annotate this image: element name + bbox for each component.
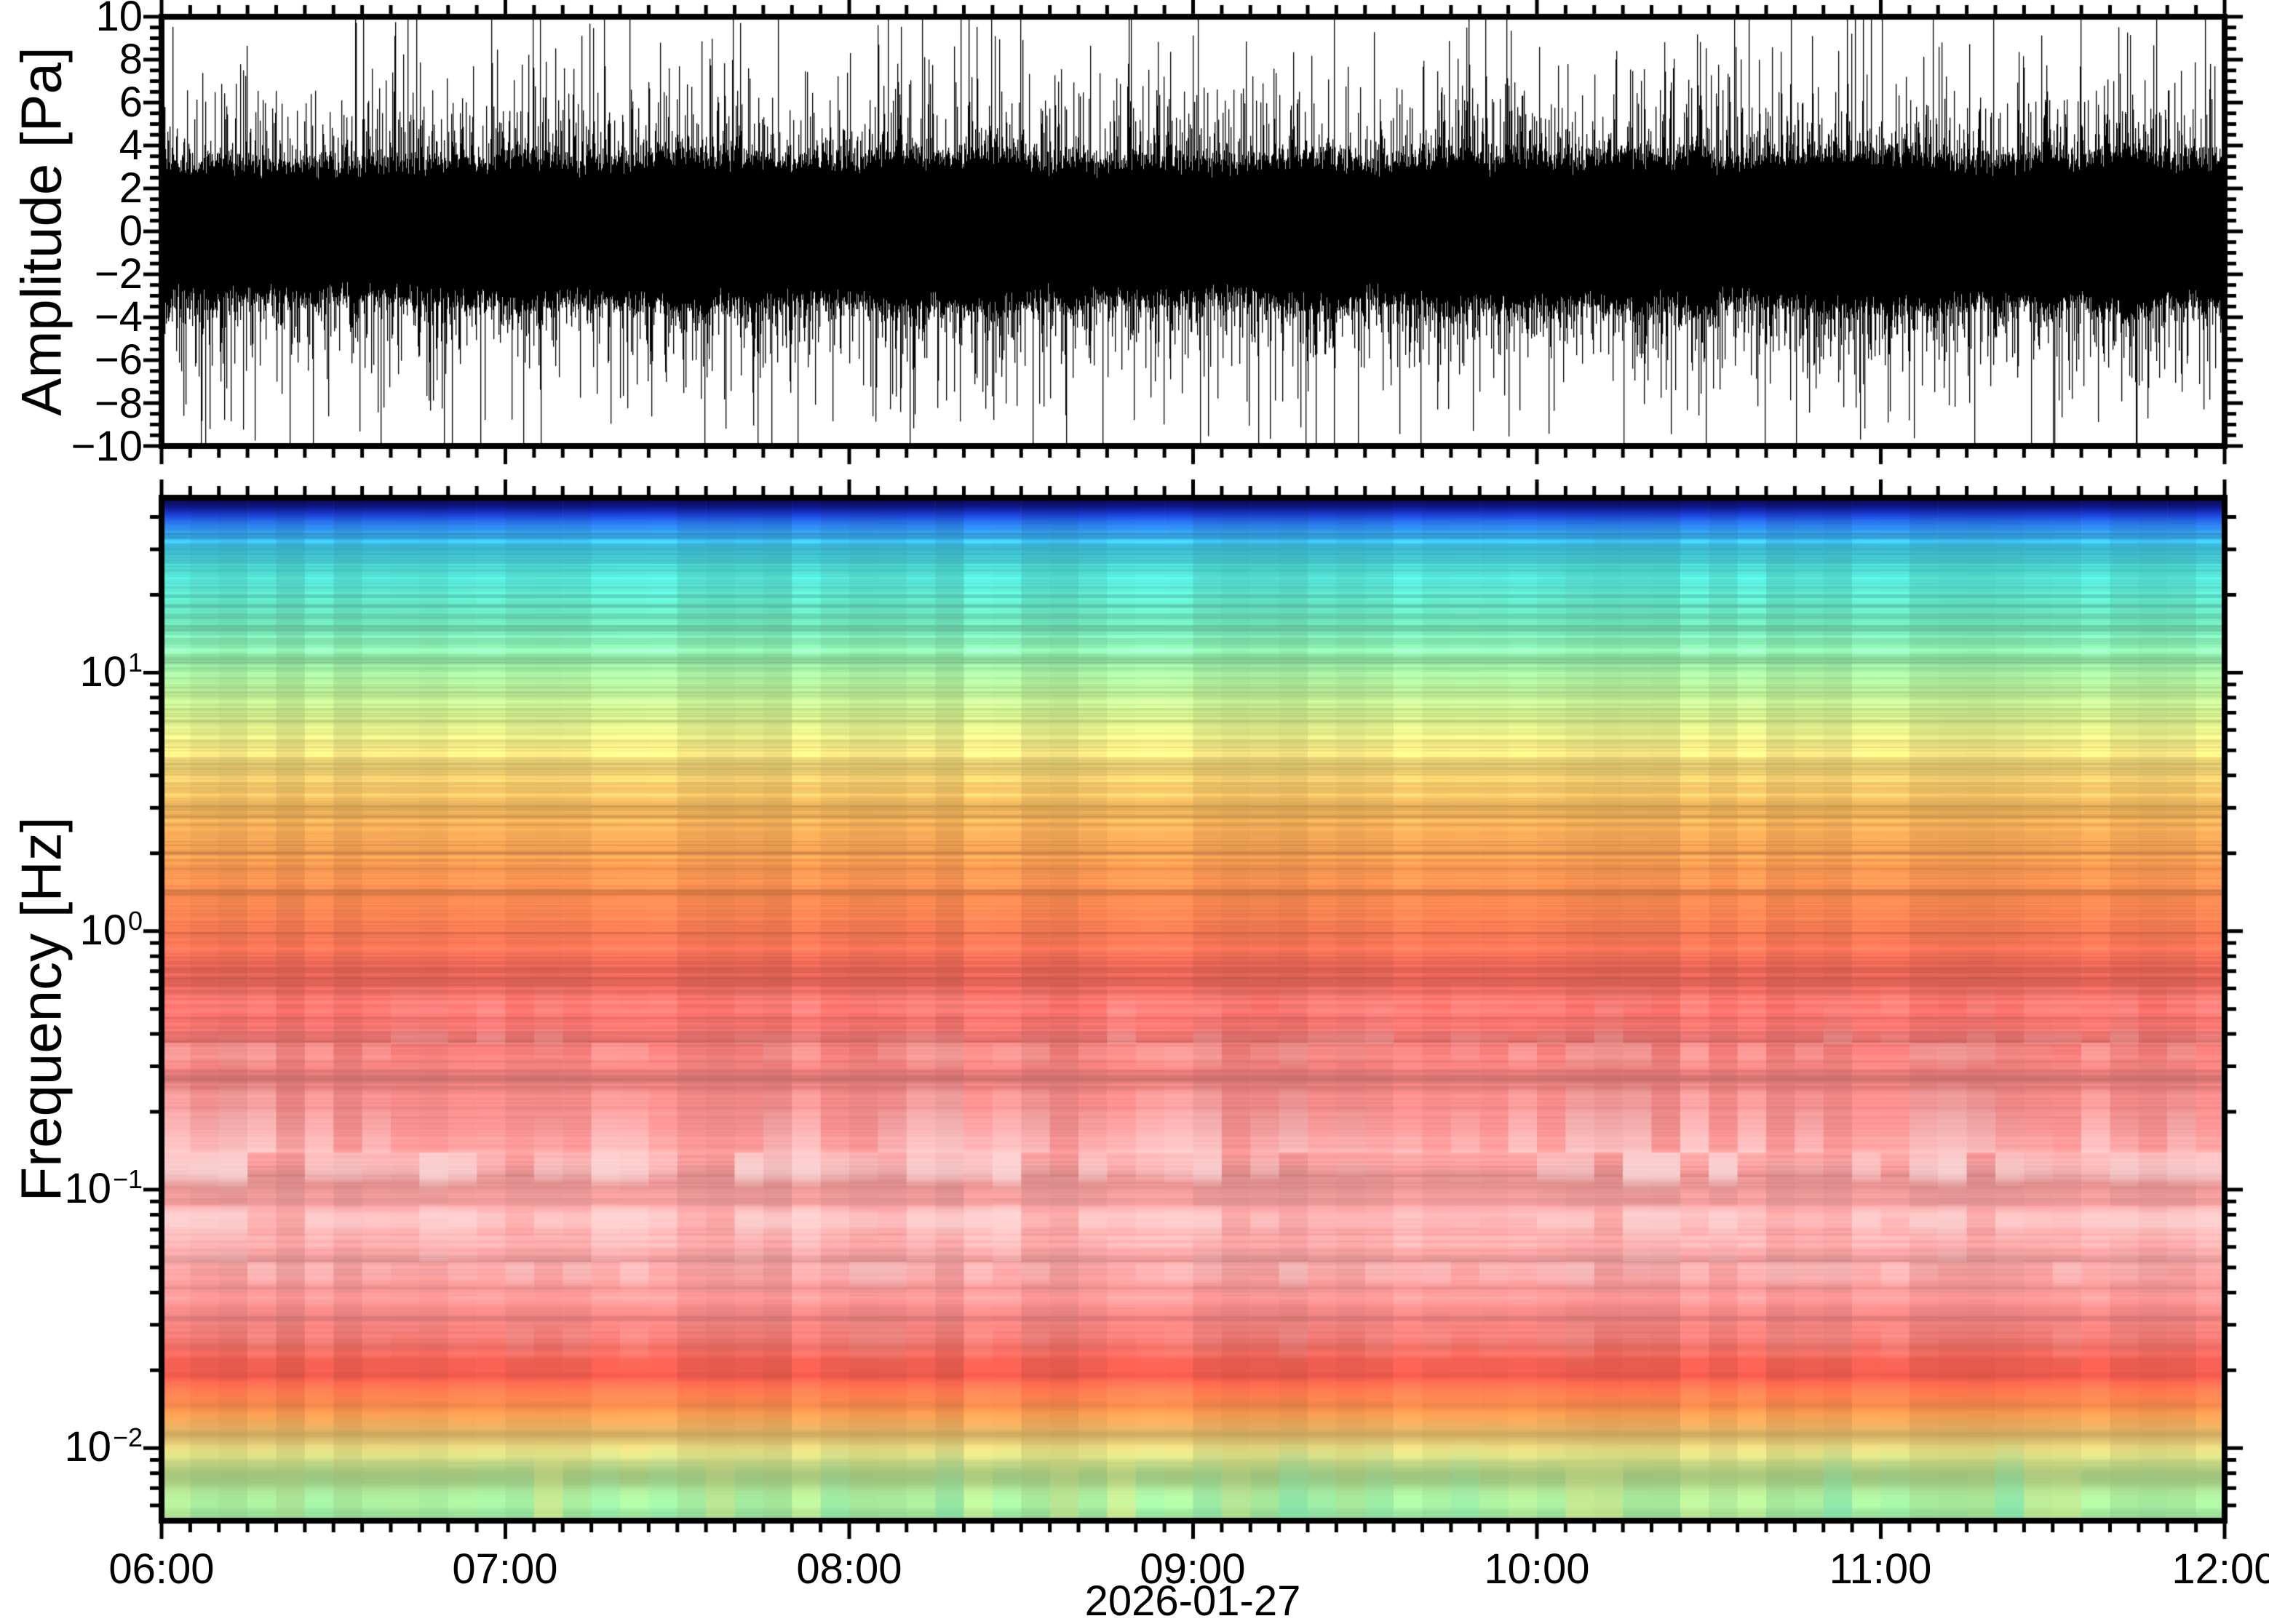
time-tick-label: 12:00: [2171, 1545, 2269, 1593]
time-tick-label: 10:00: [1484, 1545, 1590, 1593]
frequency-tick-label: 10−2: [0, 1423, 143, 1470]
amplitude-tick-label: −8: [94, 380, 143, 427]
amplitude-tick-label: 10: [95, 0, 143, 40]
frequency-tick-label: 10−1: [0, 1165, 143, 1212]
amplitude-tick-label: 6: [119, 79, 143, 126]
frequency-tick-label: 101: [0, 648, 143, 696]
amplitude-tick-label: −4: [94, 293, 143, 341]
spectrogram-y-axis-title: Frequency [Hz]: [9, 816, 73, 1202]
exponent: 1: [128, 648, 143, 678]
time-tick-label: 08:00: [796, 1545, 902, 1593]
exponent: −1: [113, 1164, 143, 1195]
exponent: 0: [128, 906, 143, 936]
amplitude-tick-label: 2: [119, 164, 143, 212]
time-tick-label: 07:00: [452, 1545, 558, 1593]
amplitude-tick-label: 8: [119, 36, 143, 83]
exponent: −2: [113, 1422, 143, 1453]
mantissa: 10: [64, 1165, 111, 1212]
mantissa: 10: [79, 648, 127, 696]
date-label: 2026-01-27: [1084, 1577, 1301, 1624]
mantissa: 10: [64, 1423, 111, 1470]
amplitude-tick-label: −6: [94, 336, 143, 383]
amplitude-tick-label: 0: [119, 207, 143, 255]
mantissa: 10: [79, 907, 127, 954]
amplitude-tick-label: −2: [94, 250, 143, 298]
time-tick-label: 06:00: [108, 1545, 215, 1593]
amplitude-tick-label: −10: [71, 423, 143, 470]
amplitude-tick-label: 4: [119, 122, 143, 169]
frequency-tick-label: 100: [0, 906, 143, 954]
time-tick-label: 11:00: [1829, 1545, 1932, 1593]
time-tick-label: 09:00: [1140, 1545, 1246, 1593]
